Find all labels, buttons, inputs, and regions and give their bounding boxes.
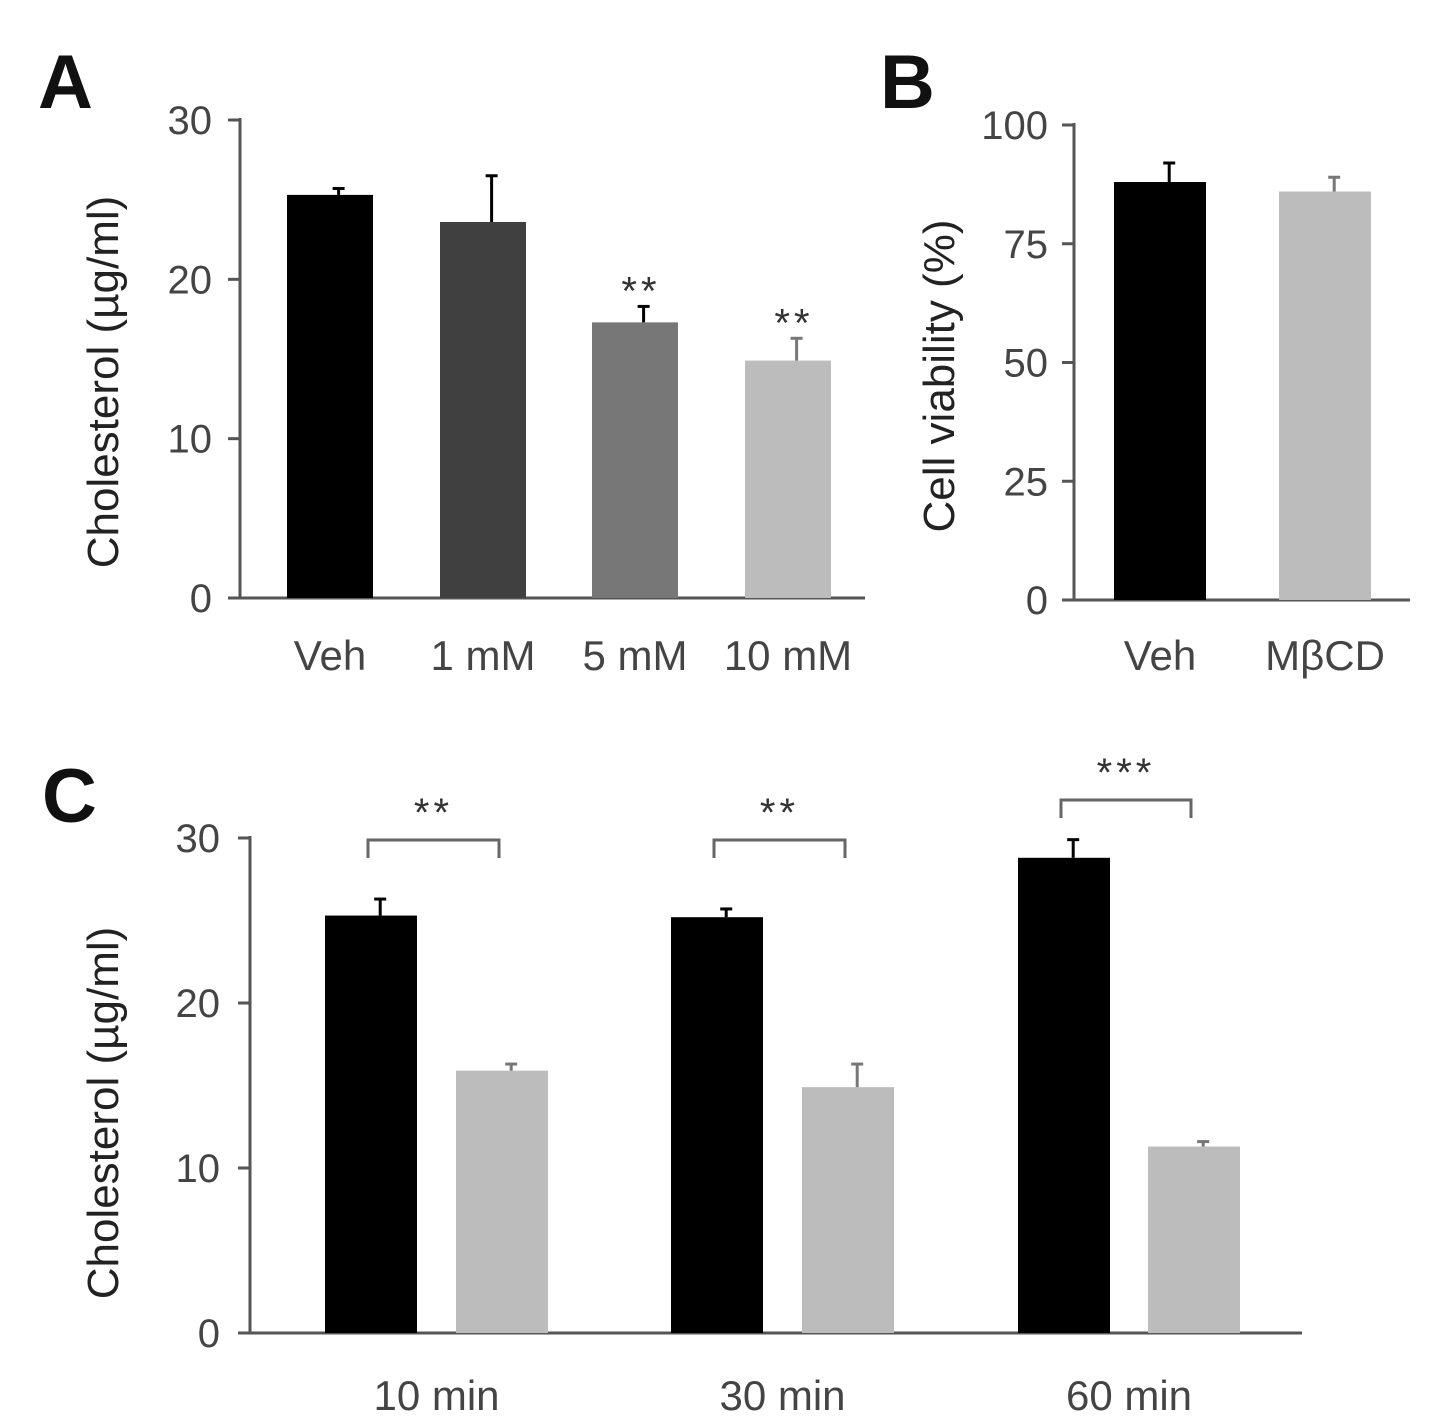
- bar-c-0-0: [325, 915, 417, 1333]
- bar-c-0-2: [1018, 857, 1110, 1333]
- y-tick-label-b: 50: [1004, 342, 1049, 386]
- bar-b-0: [1114, 182, 1206, 600]
- panel-b-cell-viability-chart: B Cell viability (%) 0 25 50 75 100 Veh MβCD: [880, 40, 1410, 679]
- y-axis-title-b: Cell viability (%): [915, 220, 964, 533]
- x-category-label-b: MβCD: [1265, 632, 1385, 679]
- significance-label-c: **: [760, 791, 799, 835]
- y-tick-label-b: 0: [1026, 579, 1048, 623]
- panel-a-cholesterol-dose-chart: A Cholesterol (µg/ml) 0 10 20 30 Veh 1 mM 5 mM…: [38, 40, 865, 679]
- y-tick-label-b: 25: [1004, 460, 1049, 504]
- x-category-label-c: 30 min: [719, 1372, 845, 1419]
- panel-label-a: A: [38, 40, 93, 125]
- x-category-label-c: 60 min: [1066, 1372, 1192, 1419]
- y-tick-label-b: 75: [1004, 223, 1049, 267]
- x-category-label-b: Veh: [1124, 632, 1196, 679]
- y-tick-label-b: 100: [981, 104, 1048, 148]
- x-category-label-a: Veh: [294, 632, 366, 679]
- significance-label-c: **: [414, 791, 453, 835]
- bar-c-1-2: [1148, 1146, 1240, 1333]
- y-tick-label-a: 20: [168, 258, 213, 302]
- y-tick-label-c: 10: [176, 1147, 221, 1191]
- bar-a-1: [440, 221, 526, 598]
- y-axis-title-c: Cholesterol (µg/ml): [79, 927, 128, 1300]
- y-tick-label-a: 0: [190, 577, 212, 621]
- panel-c-cholesterol-time-chart: C Cholesterol (µg/ml) 0 10 20 30 10 min ** 30 …: [42, 751, 1302, 1419]
- bar-c-1-0: [456, 1070, 548, 1333]
- bar-c-0-1: [671, 917, 763, 1333]
- x-category-label-a: 10 mM: [724, 632, 852, 679]
- bar-b-1: [1279, 191, 1371, 600]
- significance-bracket-c: [712, 838, 847, 858]
- panel-label-b: B: [880, 40, 935, 125]
- x-category-label-a: 1 mM: [431, 632, 536, 679]
- significance-bracket-c: [1059, 798, 1193, 818]
- panel-label-c: C: [42, 754, 97, 839]
- x-category-label-c: 10 min: [373, 1372, 499, 1419]
- y-axis-title-a: Cholesterol (µg/ml): [79, 196, 128, 569]
- significance-label-a: **: [774, 301, 813, 345]
- bar-a-3: [745, 360, 831, 598]
- y-tick-label-c: 20: [176, 982, 221, 1026]
- y-tick-label-c: 0: [198, 1312, 220, 1356]
- y-tick-label-a: 10: [168, 418, 213, 462]
- bar-a-2: [592, 322, 678, 598]
- significance-bracket-c: [366, 838, 501, 858]
- y-tick-label-c: 30: [176, 817, 221, 861]
- significance-label-a: **: [621, 269, 660, 313]
- significance-label-c: ***: [1097, 751, 1156, 795]
- y-tick-label-a: 30: [168, 99, 213, 143]
- bar-c-1-1: [802, 1087, 894, 1333]
- bar-a-0: [287, 194, 373, 599]
- x-category-label-a: 5 mM: [583, 632, 688, 679]
